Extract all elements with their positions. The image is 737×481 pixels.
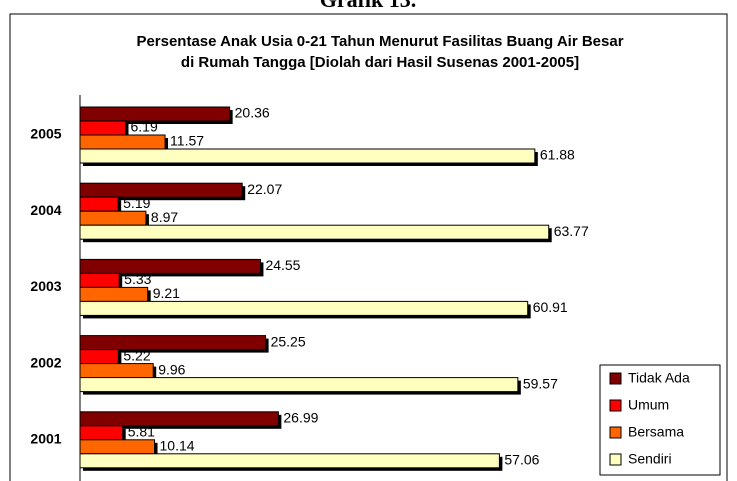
data-label: 9.96 (158, 361, 185, 377)
data-label: 6.19 (130, 119, 157, 135)
legend-label: Tidak Ada (628, 370, 690, 386)
chart-title: Persentase Anak Usia 0-21 Tahun Menurut … (136, 33, 623, 50)
bar (79, 377, 519, 393)
y-tick-label: 2005 (30, 126, 61, 142)
legend-label: Umum (628, 397, 669, 413)
data-label: 24.55 (265, 257, 300, 273)
bar (79, 272, 120, 288)
bar (79, 349, 119, 365)
chart-frame (9, 13, 728, 481)
legend-swatch (609, 372, 622, 385)
bar (79, 258, 261, 274)
legend-label: Sendiri (628, 451, 672, 467)
legend-label: Bersama (628, 424, 684, 440)
data-label: 57.06 (504, 452, 539, 468)
legend-swatch (609, 426, 622, 439)
bar (79, 134, 166, 150)
data-label: 8.97 (151, 209, 178, 225)
data-label: 61.88 (540, 147, 575, 163)
data-label: 63.77 (554, 223, 589, 239)
bar (79, 363, 154, 379)
data-label: 5.33 (124, 271, 151, 287)
legend-swatch (609, 453, 622, 466)
data-label: 20.36 (235, 105, 270, 121)
data-label: 11.57 (170, 133, 204, 149)
y-tick-label: 2001 (30, 431, 61, 447)
data-label: 22.07 (247, 181, 282, 197)
bar (79, 425, 124, 441)
data-label: 10.14 (160, 438, 195, 454)
data-label: 9.21 (153, 285, 180, 301)
data-label: 5.81 (128, 424, 155, 440)
bar (79, 453, 500, 469)
bar (79, 210, 147, 226)
bar (79, 182, 243, 198)
bar (79, 411, 279, 427)
bar (79, 148, 536, 164)
bar (79, 300, 529, 316)
data-label: 59.57 (523, 375, 558, 391)
data-label: 26.99 (283, 410, 318, 426)
bar (79, 120, 126, 136)
bar (79, 439, 156, 455)
data-label: 5.19 (123, 195, 150, 211)
bar (79, 196, 119, 212)
bar (79, 106, 231, 122)
y-tick-label: 2004 (30, 202, 61, 218)
bar (79, 335, 267, 351)
bar (79, 224, 550, 240)
data-label: 25.25 (271, 333, 306, 349)
bar (79, 286, 149, 302)
y-tick-label: 2002 (30, 354, 61, 370)
y-tick-label: 2003 (30, 278, 61, 294)
legend-swatch (609, 399, 622, 412)
heading: Grafik 13. (320, 0, 417, 12)
chart-title: di Rumah Tangga [Diolah dari Hasil Susen… (181, 54, 579, 71)
data-label: 5.22 (123, 347, 150, 363)
data-label: 60.91 (533, 299, 568, 315)
